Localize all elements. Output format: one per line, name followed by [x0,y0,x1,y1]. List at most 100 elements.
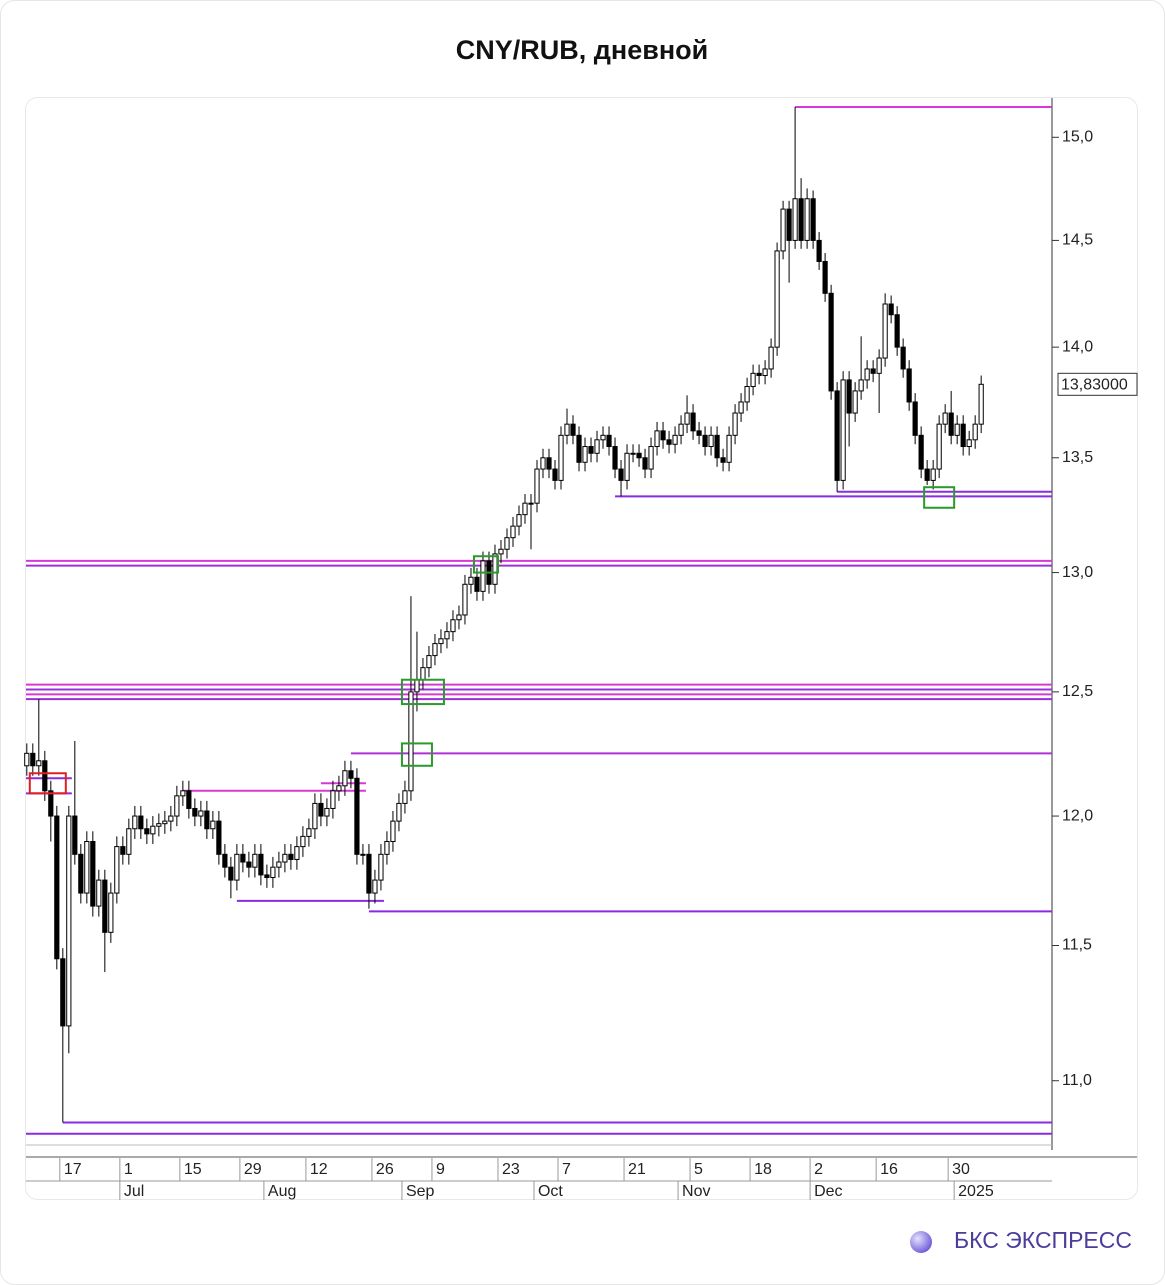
candle-body [894,314,900,348]
candle-body [558,434,564,481]
candle-body [672,434,678,445]
candle-body [876,357,882,374]
x-tick-label: 15 [184,1161,202,1178]
candle-body [84,841,90,894]
signal-box [400,742,433,767]
candle-body [480,560,486,592]
x-tick-label: 12 [310,1161,328,1178]
candle-body [750,372,756,388]
candle-body [258,853,264,876]
candle-body [576,434,582,463]
x-tick-label: 18 [754,1161,772,1178]
candle-body [642,457,648,470]
candle-body [588,446,594,454]
candle-body [762,368,768,377]
chart-card [25,97,1138,1200]
candle-body [660,430,666,441]
month-label: Aug [268,1183,296,1200]
candle-body [390,820,396,843]
y-tick-label: 14,0 [1062,338,1093,355]
candle-body [114,846,120,894]
candle-body [72,815,78,855]
candle-body [144,828,150,835]
candle-body [522,502,528,516]
candle-body [150,825,156,835]
x-tick-label: 9 [436,1161,445,1178]
candle-body [456,614,462,621]
candle-body [234,853,240,881]
candle-body [528,502,534,505]
candle-body [966,439,972,448]
candle-body [936,423,942,470]
candle-body [348,770,354,779]
candle-body [288,853,294,860]
candle-body [66,815,72,1027]
candle-body [768,346,774,370]
x-tick-label: 23 [502,1161,520,1178]
candle-body [126,828,132,855]
candle-body [942,412,948,425]
candle-body [612,446,618,470]
candle-body [276,861,282,868]
candle-body [510,525,516,539]
y-tick-label: 12,0 [1062,807,1093,824]
candle-body [42,760,48,792]
candle-body [594,439,600,454]
candle-body [132,815,138,830]
candle-body [816,239,822,262]
candle-body [870,368,876,374]
candle-body [444,631,450,640]
candle-body [606,434,612,448]
y-tick-label: 13,5 [1062,449,1093,466]
x-tick-label: 30 [952,1161,970,1178]
candle-body [204,810,210,830]
candle-body [624,452,630,481]
chart-title: CNY/RUB, дневной [456,35,708,65]
candle-body [360,853,366,856]
candle-body [282,853,288,863]
candle-body [324,807,330,817]
month-label: Jul [124,1183,144,1200]
month-label: Sep [406,1183,435,1200]
candle-body [684,412,690,425]
candle-body [438,638,444,645]
y-tick-label: 11,0 [1062,1072,1092,1089]
candle-body [120,846,126,855]
brand: БКС ЭКСПРЕСС [954,1227,1132,1253]
x-tick-label: 21 [628,1161,646,1178]
candle-body [678,423,684,436]
candle-body [906,368,912,403]
candle-body [162,820,168,825]
candle-body [948,412,954,436]
candle-body [294,846,300,860]
candle-body [222,853,228,868]
candle-body [960,423,966,448]
candle-body [96,879,102,907]
candle-body [798,198,804,241]
candle-body [318,802,324,817]
candle-body [732,412,738,436]
candle-body [174,795,180,817]
candle-body [168,815,174,822]
candle-body [180,790,186,797]
candle-body [48,790,54,817]
candle-body [744,386,750,403]
candle-body [468,576,474,585]
candle-body [366,853,372,894]
candle-body [804,198,810,241]
candle-body [690,412,696,432]
candle-body [720,457,726,463]
candle-body [564,423,570,436]
x-tick-label: 29 [244,1161,262,1178]
candle-body [654,430,660,448]
candle-body [102,879,108,933]
candle-body [888,303,894,316]
candle-body [882,303,888,359]
candle-body [384,841,390,855]
candle-body [426,655,432,669]
candle-body [912,401,918,436]
candle-body [864,368,870,381]
candle-body [930,468,936,481]
signal-box [400,678,445,706]
